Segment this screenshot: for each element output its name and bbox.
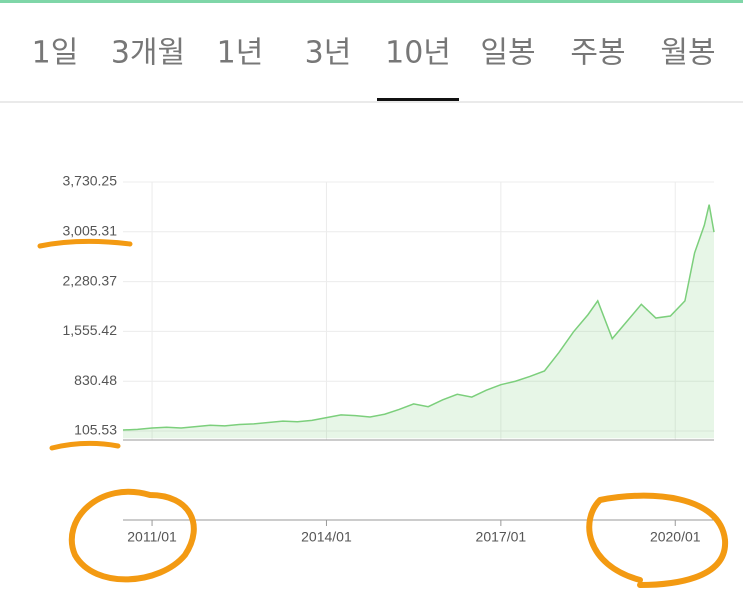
tab[interactable]: 3년 xyxy=(305,36,352,71)
y-tick-label: 3,730.25 xyxy=(63,173,118,189)
y-tick-label: 2,280.37 xyxy=(63,272,118,288)
chart: 105.53 830.48 1,555.42 2,280.37 3,005.31 3,73… xyxy=(63,173,715,545)
y-tick-label: 830.48 xyxy=(74,372,117,388)
tab[interactable]: 주봉 xyxy=(570,36,625,71)
tab-bar: 1일 3개월 1년 3년 10년 일봉 주봉 월봉 xyxy=(32,36,716,101)
tab-underline xyxy=(377,98,459,101)
tab[interactable]: 10년 xyxy=(385,36,451,71)
y-tick-label: 1,555.42 xyxy=(63,322,118,338)
tab[interactable]: 1년 xyxy=(217,36,264,71)
tab[interactable]: 일봉 xyxy=(480,36,535,71)
annotation-circle xyxy=(68,488,729,588)
annotation-underline xyxy=(37,238,133,451)
tab[interactable]: 월봉 xyxy=(660,36,715,71)
price-line xyxy=(122,204,715,431)
top-bar xyxy=(0,0,743,3)
tab[interactable]: 1일 xyxy=(32,36,79,71)
x-tick-label: 2014/01 xyxy=(301,529,352,545)
x-tick-label: 2017/01 xyxy=(476,529,527,545)
area-fill xyxy=(123,204,714,439)
y-tick-label: 3,005.31 xyxy=(63,223,118,239)
y-tick-label: 105.53 xyxy=(74,422,117,438)
x-tick-label: 2020/01 xyxy=(650,529,701,545)
tab[interactable]: 3개월 xyxy=(111,36,185,71)
x-tick-label: 2011/01 xyxy=(127,529,177,545)
